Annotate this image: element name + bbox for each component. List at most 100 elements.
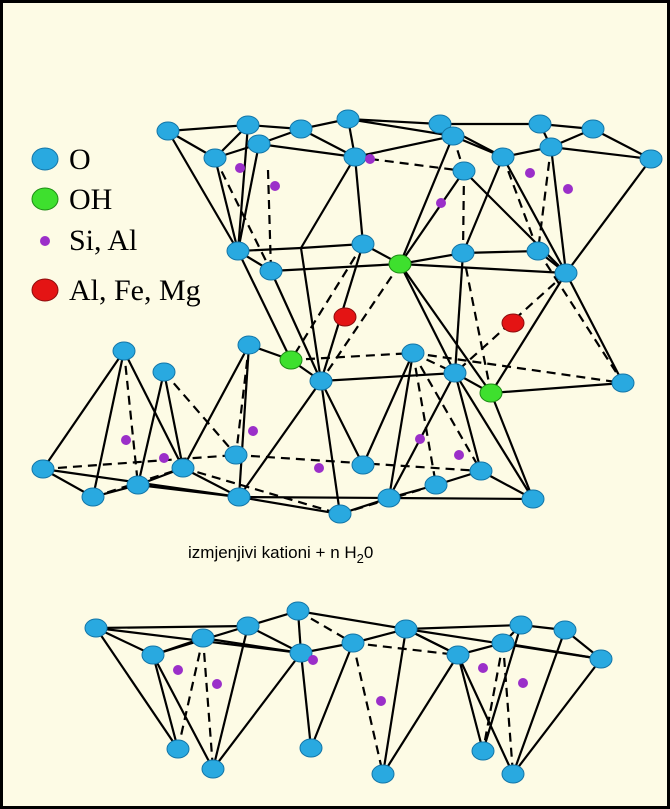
oxygen-swatch-icon (31, 147, 59, 171)
tetrahedral-cation-swatch-icon (40, 236, 50, 246)
oxygen-atom (81, 487, 105, 507)
hydroxyl-group (388, 254, 412, 274)
oxygen-atom (247, 134, 271, 154)
oxygen-atom (328, 504, 352, 524)
interlayer-caption: izmjenjivi kationi + n H20 (188, 543, 373, 566)
oxygen-atom (451, 243, 475, 263)
oxygen-atom (469, 461, 493, 481)
oxygen-atom (336, 109, 360, 129)
tetrahedral-cation (314, 463, 324, 473)
tetrahedral-cation (121, 435, 131, 445)
tetrahedral-cation (212, 679, 222, 689)
oxygen-atom (491, 633, 515, 653)
oxygen-atom (521, 489, 545, 509)
oxygen-atom (581, 119, 605, 139)
tetrahedral-cation (436, 198, 446, 208)
oxygen-atom (611, 373, 635, 393)
tetrahedral-cation (563, 184, 573, 194)
oxygen-atom (309, 371, 333, 391)
oxygen-atom (166, 739, 190, 759)
oxygen-atom (236, 115, 260, 135)
tetrahedral-cation (248, 426, 258, 436)
octahedral-cation (333, 307, 357, 327)
oxygen-atom (443, 363, 467, 383)
legend-label-hydroxyl: OH (69, 183, 112, 216)
tetrahedral-cation (518, 678, 528, 688)
oxygen-atom (441, 126, 465, 146)
oxygen-atom (84, 618, 108, 638)
tetrahedral-cation (365, 154, 375, 164)
middle-tetrahedral-atoms (31, 335, 545, 524)
oxygen-atom (639, 149, 663, 169)
bottom-layer-atoms (84, 601, 613, 784)
oxygen-atom (203, 148, 227, 168)
oxygen-atom (289, 119, 313, 139)
oxygen-atom (526, 241, 550, 261)
oxygen-atom (539, 137, 563, 157)
oxygen-atom (152, 362, 176, 382)
legend-label-oxygen: O (69, 143, 91, 176)
oxygen-atom (509, 615, 533, 635)
tetrahedral-cation (454, 450, 464, 460)
oxygen-atom (171, 458, 195, 478)
oxygen-atom (141, 645, 165, 665)
hydroxyl-group (279, 350, 303, 370)
oxygen-atom (237, 335, 261, 355)
tetrahedral-cation (159, 453, 169, 463)
oxygen-atom (428, 114, 452, 134)
oxygen-atom (227, 487, 251, 507)
octahedral-cation (501, 313, 525, 333)
oxygen-atom (554, 263, 578, 283)
oxygen-atom (446, 645, 470, 665)
oxygen-atom (371, 764, 395, 784)
tetrahedral-cation (235, 163, 245, 173)
oxygen-atom (226, 241, 250, 261)
oxygen-atom (351, 234, 375, 254)
oxygen-atom (224, 445, 248, 465)
legend-item-hydroxyl: OH (31, 183, 112, 216)
hydroxyl-swatch-icon (31, 187, 59, 211)
oxygen-atom (191, 628, 215, 648)
tetrahedral-cation (173, 665, 183, 675)
legend: O OH Si, Al Al, Fe, Mg (31, 143, 201, 307)
oxygen-atom (112, 341, 136, 361)
oxygen-atom (553, 620, 577, 640)
legend-item-tetrahedral-cation: Si, Al (40, 224, 137, 257)
oxygen-atom (286, 601, 310, 621)
caption-subscript: 2 (357, 551, 364, 566)
oxygen-atom (377, 488, 401, 508)
caption-main: izmjenjivi kationi + n H (188, 543, 357, 562)
legend-label-octahedral-cation: Al, Fe, Mg (69, 274, 201, 307)
oxygen-atom (259, 261, 283, 281)
legend-item-oxygen: O (31, 143, 91, 176)
oxygen-atom (501, 764, 525, 784)
middle-tetrahedral-bonds (42, 343, 535, 516)
oxygen-atom (424, 475, 448, 495)
tetrahedral-cation (308, 655, 318, 665)
oxygen-atom (589, 649, 613, 669)
oxygen-atom (341, 633, 365, 653)
upper-layer-atoms (156, 109, 663, 403)
clay-structure-diagram: O OH Si, Al Al, Fe, Mg izmjenjivi kation… (31, 109, 663, 784)
oxygen-atom (31, 459, 55, 479)
caption-suffix: 0 (364, 543, 373, 562)
oxygen-atom (351, 455, 375, 475)
oxygen-atom (491, 147, 515, 167)
oxygen-atom (236, 616, 260, 636)
legend-item-octahedral-cation: Al, Fe, Mg (31, 274, 201, 307)
oxygen-atom (394, 619, 418, 639)
tetrahedral-cation (270, 181, 280, 191)
tetrahedral-cation (525, 168, 535, 178)
oxygen-atom (528, 114, 552, 134)
tetrahedral-cation (478, 663, 488, 673)
oxygen-atom (289, 643, 313, 663)
tetrahedral-cation (415, 434, 425, 444)
oxygen-atom (471, 741, 495, 761)
oxygen-atom (299, 738, 323, 758)
oxygen-atom (343, 147, 367, 167)
tetrahedral-cation (376, 696, 386, 706)
hydroxyl-group (479, 383, 503, 403)
oxygen-atom (126, 475, 150, 495)
oxygen-atom (201, 759, 225, 779)
